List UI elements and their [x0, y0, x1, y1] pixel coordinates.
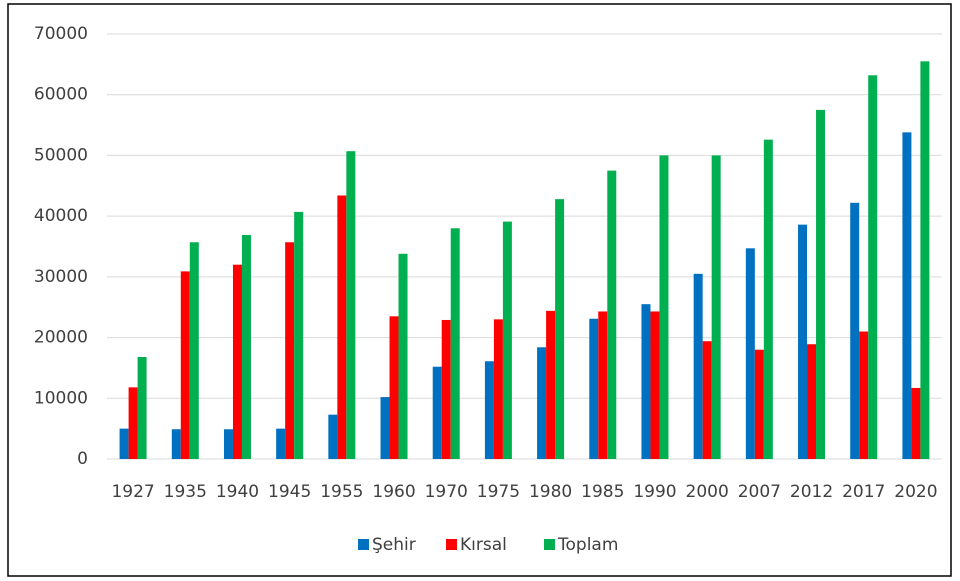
x-tick-label: 1955	[320, 482, 363, 502]
y-tick-label: 10000	[34, 388, 88, 408]
bar	[859, 331, 869, 459]
bar	[189, 242, 199, 459]
bar	[398, 253, 408, 459]
bar	[850, 202, 860, 460]
x-tick-label: 1985	[581, 482, 624, 502]
x-tick-label: 1935	[164, 482, 207, 502]
bar	[346, 151, 356, 459]
bar	[241, 234, 251, 459]
bar	[232, 264, 242, 459]
x-tick-label: 1940	[216, 482, 259, 502]
bar	[868, 75, 878, 460]
bar	[745, 248, 755, 459]
x-tick-label: 1975	[477, 482, 520, 502]
bar	[589, 318, 599, 459]
bar	[441, 319, 451, 459]
y-tick-label: 50000	[34, 145, 88, 165]
bar	[128, 387, 138, 459]
bar	[598, 311, 608, 459]
y-tick-label: 40000	[34, 206, 88, 226]
legend-label: Toplam	[557, 535, 618, 555]
legend-label: Kırsal	[460, 535, 507, 555]
bar	[659, 155, 669, 459]
legend-swatch	[358, 539, 369, 550]
labels: 0 10000 20000 30000 40000 50000 60000 70000 1927…	[34, 24, 938, 502]
x-tick-label: 2012	[790, 482, 833, 502]
bar	[902, 132, 912, 459]
x-tick-label: 1980	[529, 482, 572, 502]
x-tick-label: 2000	[686, 482, 729, 502]
bar	[693, 273, 703, 459]
bar	[380, 397, 390, 459]
bar	[546, 310, 556, 459]
x-tick-label: 1960	[372, 482, 415, 502]
bar	[641, 304, 651, 459]
bar	[911, 387, 921, 459]
bar	[180, 271, 190, 459]
legend-label: Şehir	[372, 535, 416, 555]
bar	[337, 195, 347, 459]
x-tick-label: 1927	[111, 482, 154, 502]
bar	[920, 61, 930, 459]
bar	[555, 199, 565, 459]
y-tick-label: 0	[77, 449, 88, 469]
bar	[607, 170, 617, 459]
bar	[294, 211, 304, 459]
x-tick-label: 1945	[268, 482, 311, 502]
bar	[276, 428, 286, 459]
x-tick-label: 2007	[738, 482, 781, 502]
bar	[171, 429, 181, 459]
bar	[328, 414, 338, 459]
bar	[798, 224, 808, 459]
chart-frame	[7, 3, 952, 577]
bars	[119, 61, 930, 460]
bar	[450, 228, 460, 459]
y-tick-label: 30000	[34, 267, 88, 287]
bar	[223, 429, 233, 459]
bar	[650, 311, 660, 459]
bar	[807, 344, 817, 459]
bar	[493, 319, 503, 459]
bar	[119, 428, 129, 459]
bar	[432, 366, 442, 459]
bar	[137, 357, 147, 459]
bar	[711, 155, 721, 459]
x-tick-label: 1970	[425, 482, 468, 502]
bar	[702, 341, 712, 459]
y-tick-label: 20000	[34, 328, 88, 348]
bar	[763, 139, 773, 459]
bar	[389, 316, 399, 459]
legend-swatch	[544, 539, 555, 550]
bar	[285, 242, 295, 459]
bar	[537, 347, 547, 459]
bar	[816, 109, 826, 460]
bar	[484, 361, 494, 459]
y-tick-label: 70000	[34, 24, 88, 44]
legend: Şehir Kırsal Toplam	[358, 535, 618, 555]
x-tick-label: 1990	[633, 482, 676, 502]
x-tick-label: 2017	[842, 482, 885, 502]
bar	[754, 349, 764, 459]
legend-swatch	[446, 539, 457, 550]
x-tick-label: 2020	[894, 482, 937, 502]
bar	[502, 221, 512, 459]
y-tick-label: 60000	[34, 85, 88, 105]
